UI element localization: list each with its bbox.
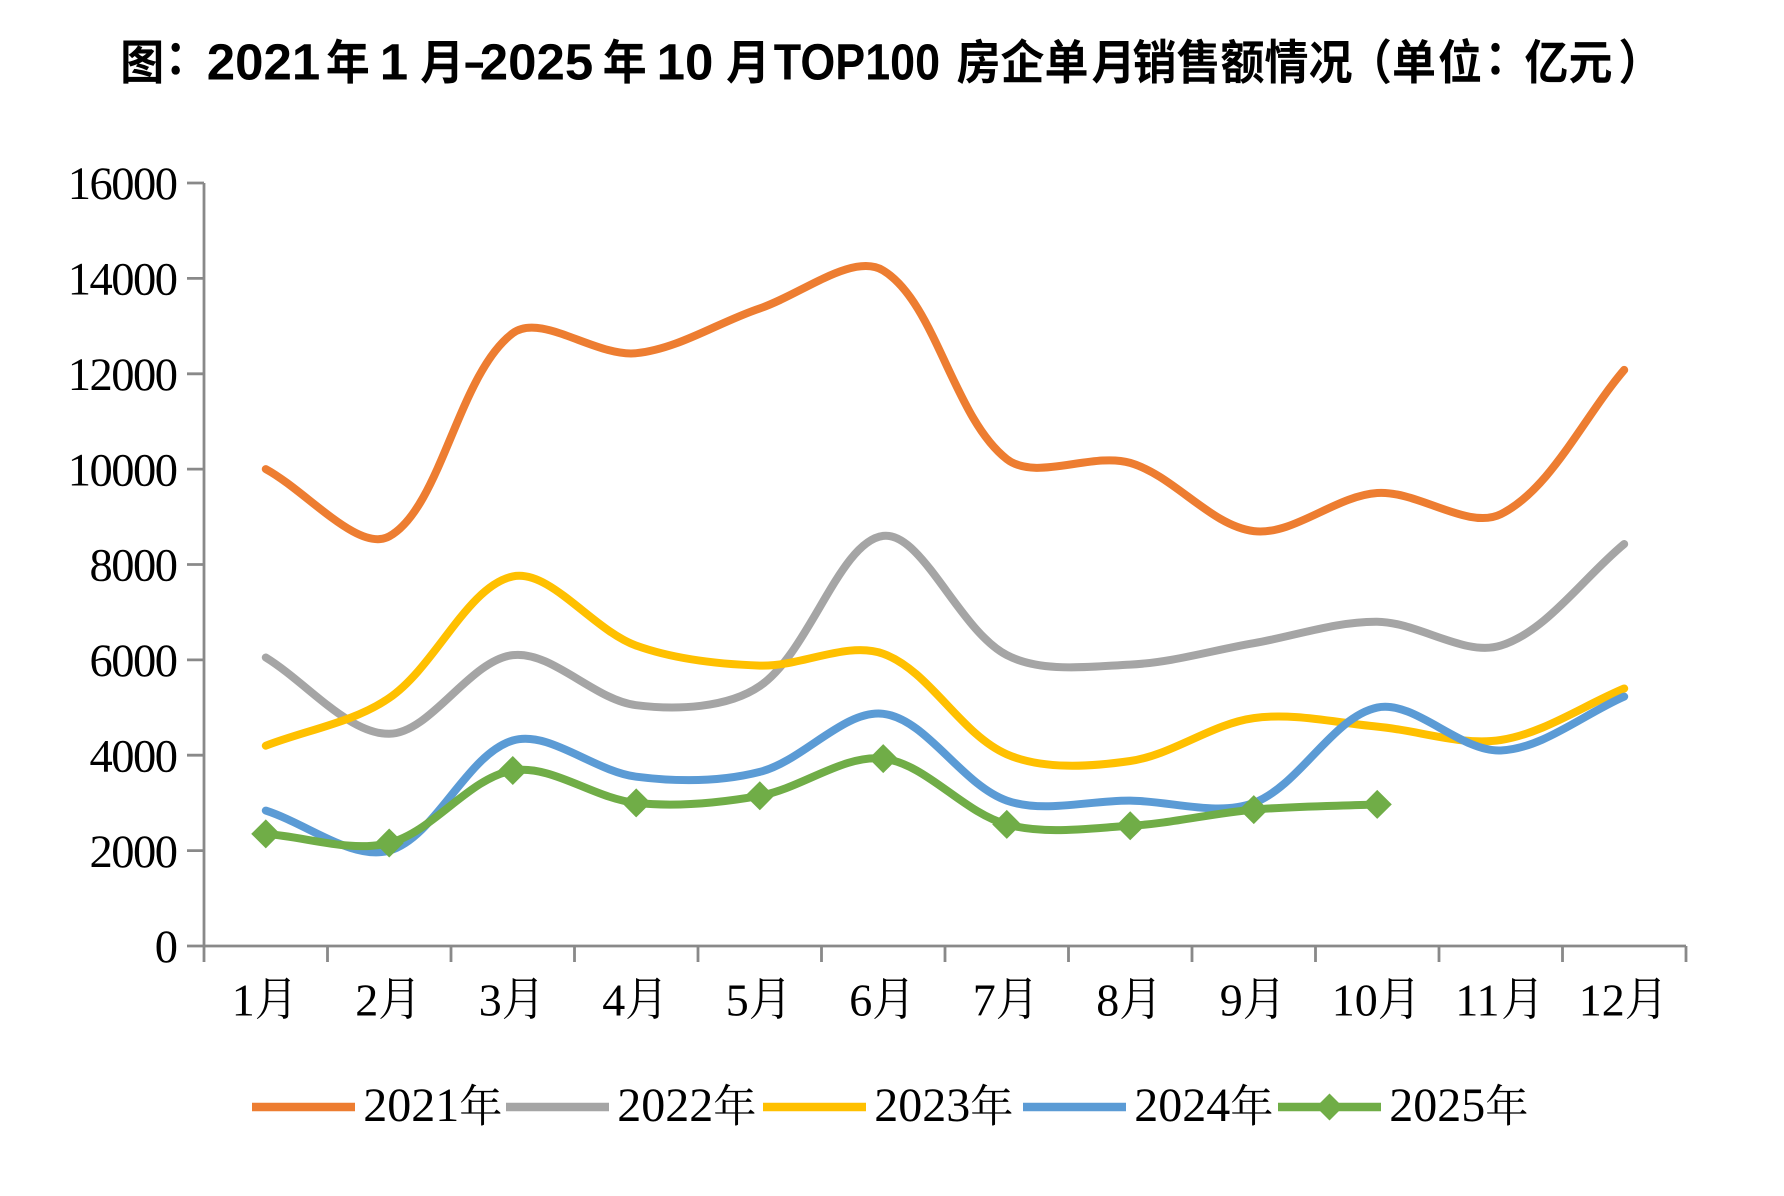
svg-text:12: 12 bbox=[1579, 974, 1625, 1025]
svg-text:2: 2 bbox=[355, 974, 378, 1025]
svg-text:4000: 4000 bbox=[90, 732, 177, 783]
svg-text:8000: 8000 bbox=[90, 541, 177, 592]
svg-text:2025: 2025 bbox=[480, 33, 593, 90]
svg-text:9: 9 bbox=[1220, 974, 1243, 1025]
svg-text:2023: 2023 bbox=[874, 1079, 970, 1132]
svg-text:2022: 2022 bbox=[617, 1079, 713, 1132]
svg-text:TOP100: TOP100 bbox=[774, 35, 940, 91]
svg-text:2021: 2021 bbox=[363, 1079, 459, 1132]
svg-text:2000: 2000 bbox=[90, 827, 177, 878]
svg-text:4: 4 bbox=[602, 974, 625, 1025]
svg-text:2024: 2024 bbox=[1134, 1079, 1230, 1132]
svg-text:10: 10 bbox=[657, 33, 714, 90]
svg-text:6: 6 bbox=[849, 974, 872, 1025]
svg-text:11: 11 bbox=[1455, 974, 1499, 1025]
svg-text:10000: 10000 bbox=[68, 445, 177, 496]
svg-text:8: 8 bbox=[1096, 974, 1119, 1025]
svg-text:6000: 6000 bbox=[90, 636, 177, 687]
svg-text:5: 5 bbox=[726, 974, 749, 1025]
svg-text:16000: 16000 bbox=[68, 159, 177, 210]
svg-text:10: 10 bbox=[1332, 974, 1378, 1025]
svg-text:1: 1 bbox=[380, 33, 408, 90]
svg-text:14000: 14000 bbox=[68, 255, 177, 306]
svg-text:3: 3 bbox=[479, 974, 502, 1025]
svg-text:2025: 2025 bbox=[1389, 1079, 1485, 1132]
svg-text:1: 1 bbox=[232, 974, 255, 1025]
svg-text:12000: 12000 bbox=[68, 350, 177, 401]
svg-text:7: 7 bbox=[973, 974, 996, 1025]
svg-text:0: 0 bbox=[155, 922, 177, 973]
svg-text:2021: 2021 bbox=[207, 33, 320, 90]
